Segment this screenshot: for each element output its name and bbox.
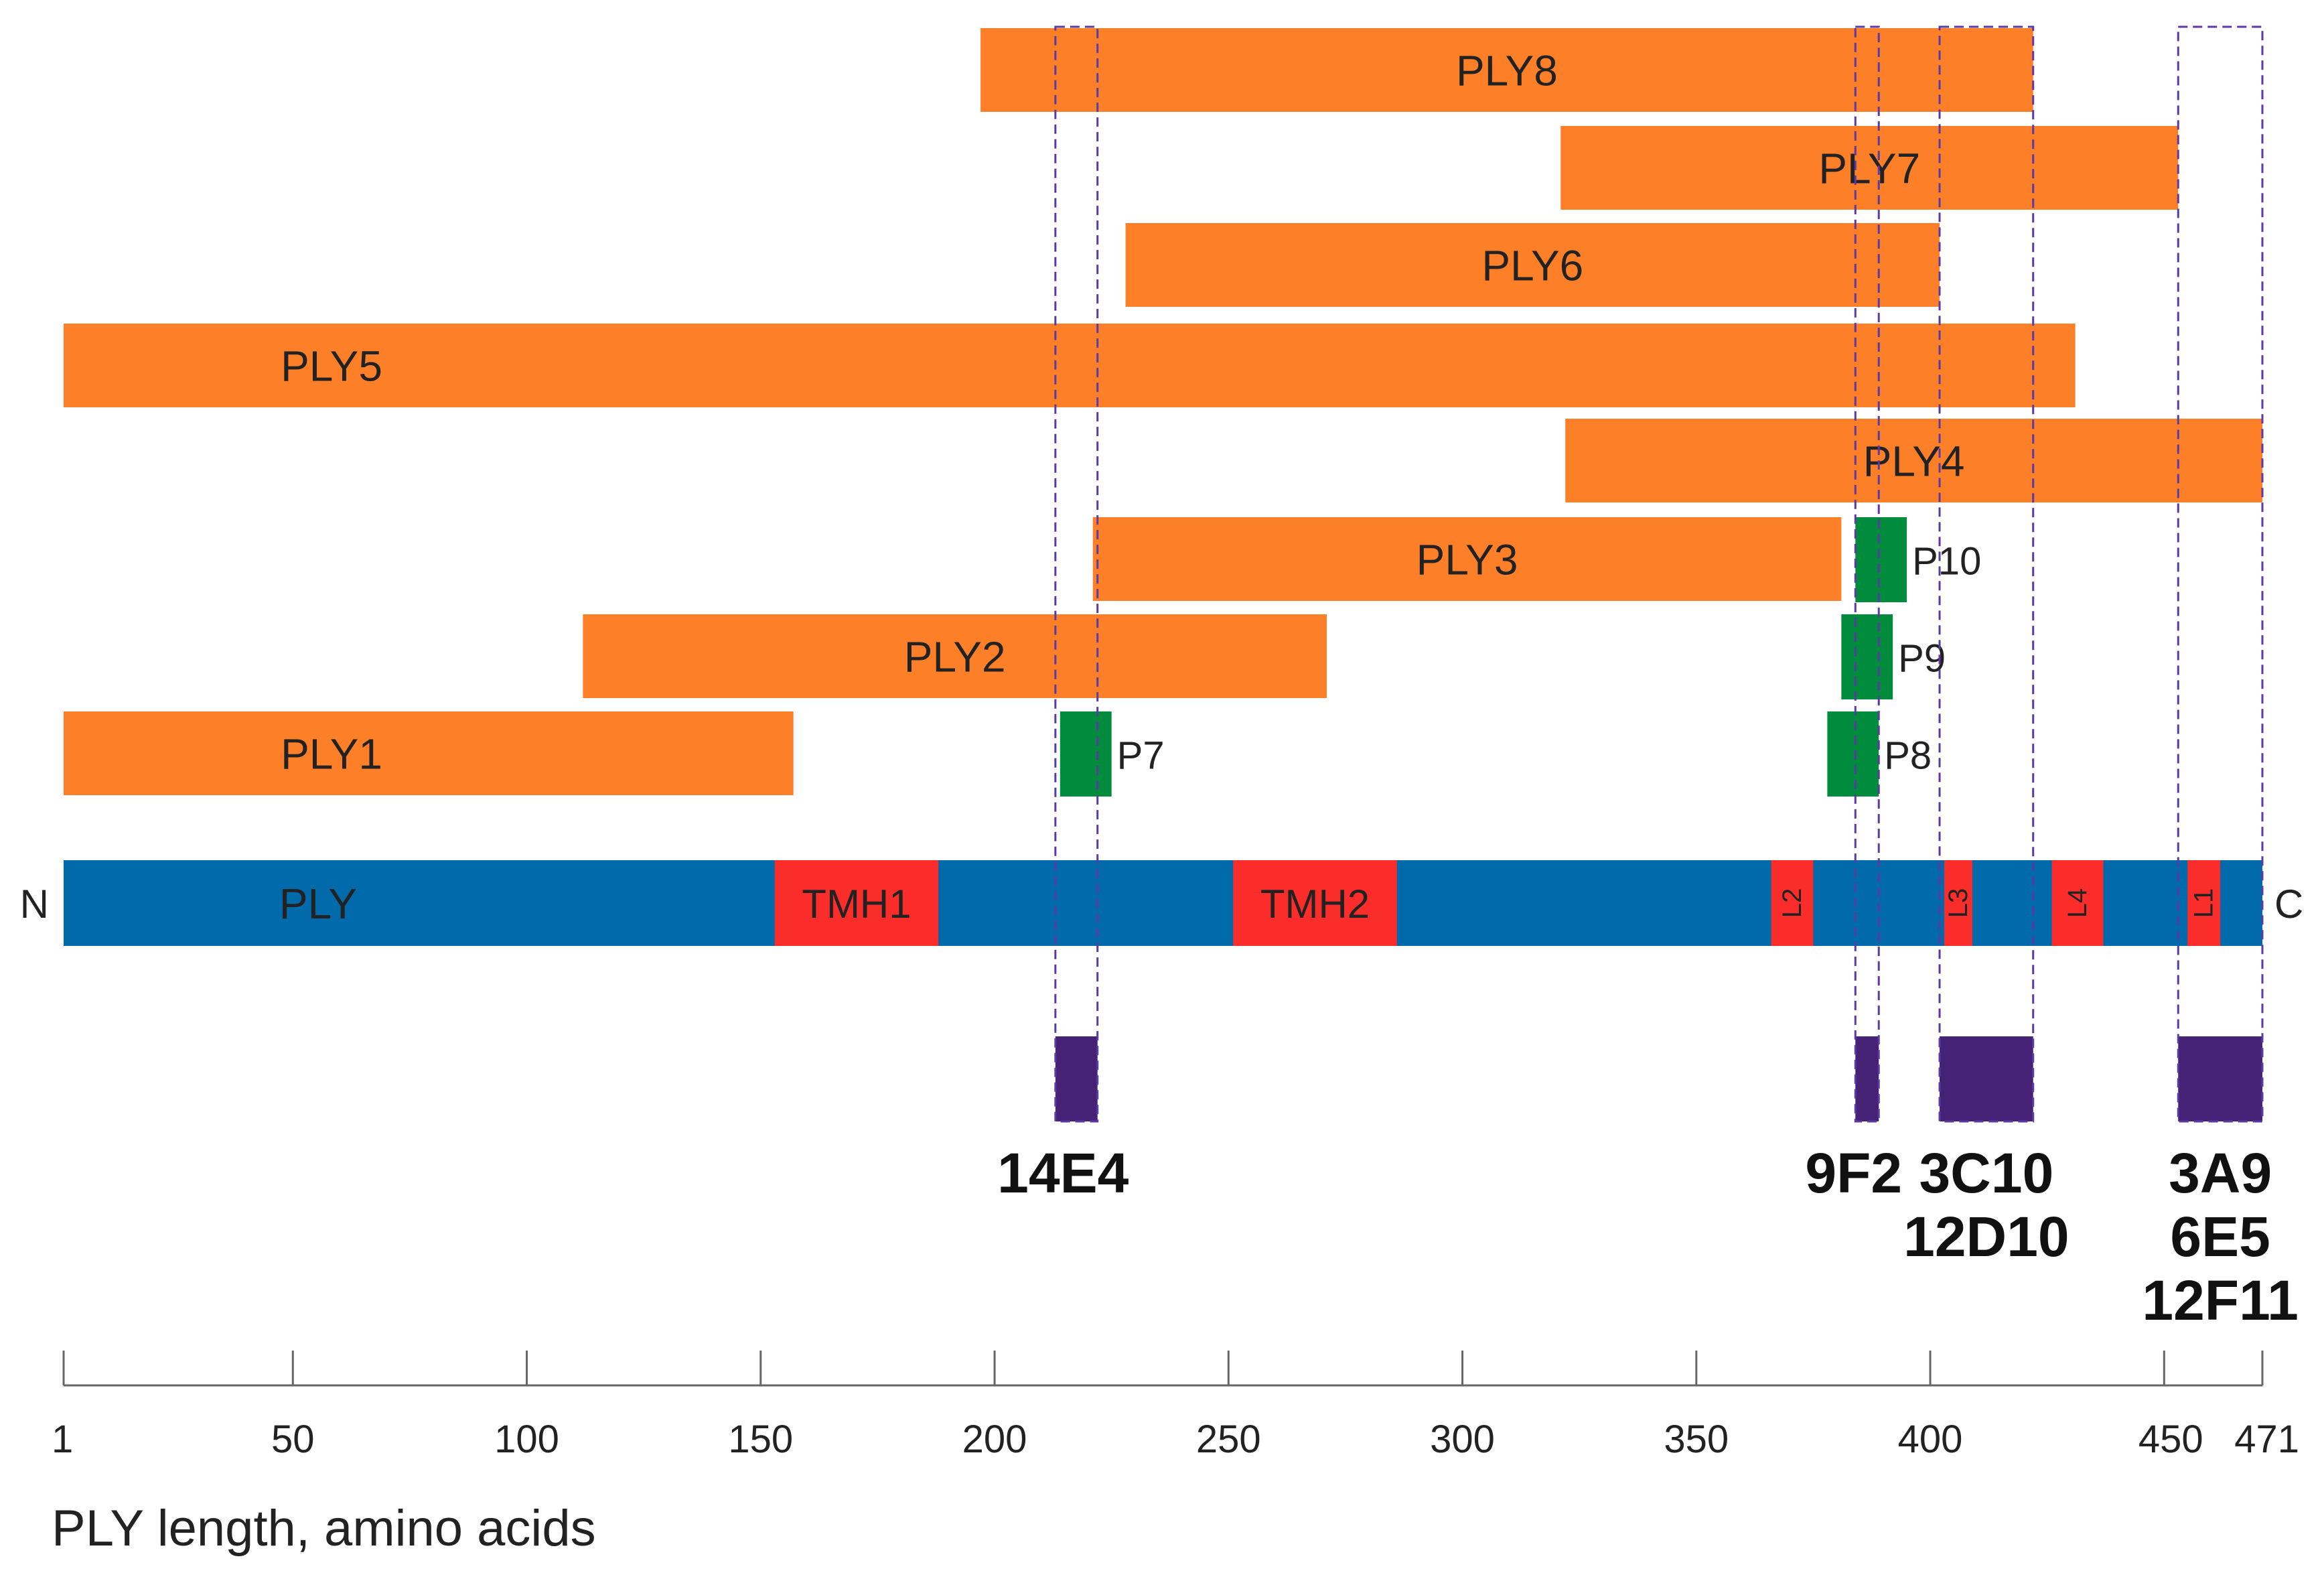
epitope-guide (1938, 25, 2035, 1123)
c-terminus-label: C (2274, 882, 2303, 926)
region-box (1944, 860, 1972, 946)
axis-tick-label: 100 (494, 1418, 559, 1461)
region-box (2051, 860, 2104, 946)
fragment-bar (583, 614, 1327, 698)
protein-label: PLY (279, 880, 357, 928)
fragment-label: PLY8 (1456, 47, 1558, 95)
axis-title: PLY length, amino acids (52, 1500, 596, 1557)
epitope-block (1940, 1036, 2033, 1121)
epitope-guide (1054, 25, 1099, 1123)
fragment-label: PLY6 (1481, 242, 1583, 290)
fragment-bar (64, 711, 794, 795)
axis-tick-label: 200 (962, 1418, 1027, 1461)
fragment-bar (1092, 517, 1842, 601)
peptide-bar (1841, 614, 1893, 699)
axis-tick-label: 471 (2234, 1418, 2299, 1461)
antibody-label: 3A9 (2169, 1142, 2272, 1205)
antibody-label: 14E4 (997, 1142, 1129, 1205)
axis-tick-label: 450 (2138, 1418, 2203, 1461)
region-label: L4 (2063, 888, 2092, 918)
fragment-bar (1560, 126, 2179, 210)
peptide-bar (1855, 517, 1907, 602)
antibody-label: 6E5 (2170, 1205, 2270, 1268)
fragment-label: PLY4 (1863, 437, 1965, 486)
axis-tick-label: 400 (1898, 1418, 1963, 1461)
fragment-label: PLY2 (904, 633, 1006, 681)
fragment-bar (981, 28, 2033, 112)
protein-bar (64, 860, 2262, 946)
region-label: TMH2 (1260, 882, 1370, 926)
epitope-block (1055, 1036, 1098, 1121)
fragment-label: PLY1 (281, 730, 382, 778)
region-box (2187, 860, 2221, 946)
axis-tick-label: 1 (52, 1418, 73, 1461)
axis-tick-label: 150 (728, 1418, 793, 1461)
peptide-bar (1060, 711, 1112, 797)
region-label: L2 (1777, 888, 1807, 918)
region-box (1233, 860, 1397, 946)
epitope-block (1855, 1036, 1879, 1121)
region-box (1771, 860, 1814, 946)
peptide-bar (1827, 711, 1879, 797)
region-label: L1 (2189, 888, 2219, 918)
region-box (774, 860, 939, 946)
fragment-label: PLY3 (1417, 536, 1518, 584)
antibody-label: 12D10 (1903, 1205, 2069, 1268)
peptide-label: P10 (1912, 540, 1981, 583)
axis-tick-label: 300 (1430, 1418, 1495, 1461)
region-label: TMH1 (802, 882, 911, 926)
antibody-label: 9F2 (1805, 1142, 1902, 1205)
epitope-guide (2177, 25, 2264, 1123)
peptide-label: P8 (1884, 734, 1932, 778)
fragment-label: PLY5 (281, 342, 382, 391)
antibody-label: 12F11 (2142, 1269, 2299, 1332)
epitope-guide (1854, 25, 1880, 1123)
n-terminus-label: N (20, 882, 49, 926)
fragment-bar (64, 324, 2076, 407)
epitope-block (2178, 1036, 2262, 1121)
peptide-label: P9 (1898, 637, 1946, 681)
axis-tick-label: 50 (271, 1418, 315, 1461)
antibody-label: 3C10 (1919, 1142, 2053, 1205)
axis-tick-label: 350 (1664, 1418, 1729, 1461)
axis-tick-label: 250 (1196, 1418, 1261, 1461)
peptide-label: P7 (1117, 734, 1165, 778)
fragment-label: PLY7 (1818, 145, 1920, 193)
fragment-bar (1565, 419, 2262, 502)
fragment-bar (1125, 223, 1940, 307)
region-label: L3 (1944, 888, 1973, 918)
